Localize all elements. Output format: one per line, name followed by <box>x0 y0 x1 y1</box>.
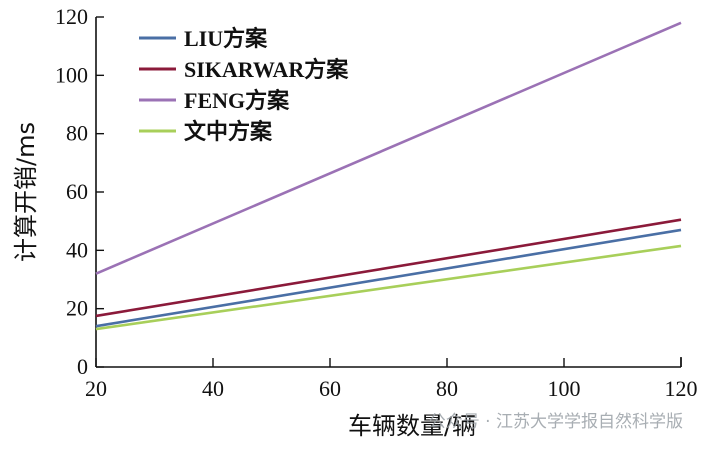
series-lines <box>95 21 682 331</box>
y-tick-label: 120 <box>55 4 88 29</box>
x-axis-title: 车辆数量/辆 <box>348 412 476 440</box>
x-tick-label: 40 <box>202 376 224 401</box>
watermark-text: 公众号 · 江苏大学学报自然科学版 <box>429 412 683 432</box>
series-line-3 <box>95 21 682 275</box>
series-line-2 <box>95 218 682 318</box>
y-tick-label: 0 <box>77 354 88 379</box>
y-tick-label: 80 <box>66 121 88 146</box>
x-tick-label: 60 <box>319 376 341 401</box>
series-line-4 <box>95 244 682 331</box>
y-tick-label: 40 <box>66 237 88 262</box>
series-line-1 <box>95 228 682 328</box>
x-tick-label: 80 <box>436 376 458 401</box>
y-tick-label: 100 <box>55 62 88 87</box>
x-tick-label: 20 <box>85 376 107 401</box>
y-ticks: 0 20 40 60 80 100 120 <box>55 4 104 379</box>
x-ticks: 20 40 60 80 100 120 <box>85 358 698 401</box>
y-axis-title: 计算开销/ms <box>12 122 40 262</box>
x-tick-label: 100 <box>548 376 581 401</box>
legend-label: SIKARWAR方案 <box>184 57 349 82</box>
y-tick-label: 60 <box>66 179 88 204</box>
legend-label: LIU方案 <box>184 26 268 51</box>
legend-label: FENG方案 <box>184 88 290 113</box>
legend-label: 文中方案 <box>184 119 273 144</box>
y-tick-label: 20 <box>66 296 88 321</box>
x-tick-label: 120 <box>665 376 698 401</box>
